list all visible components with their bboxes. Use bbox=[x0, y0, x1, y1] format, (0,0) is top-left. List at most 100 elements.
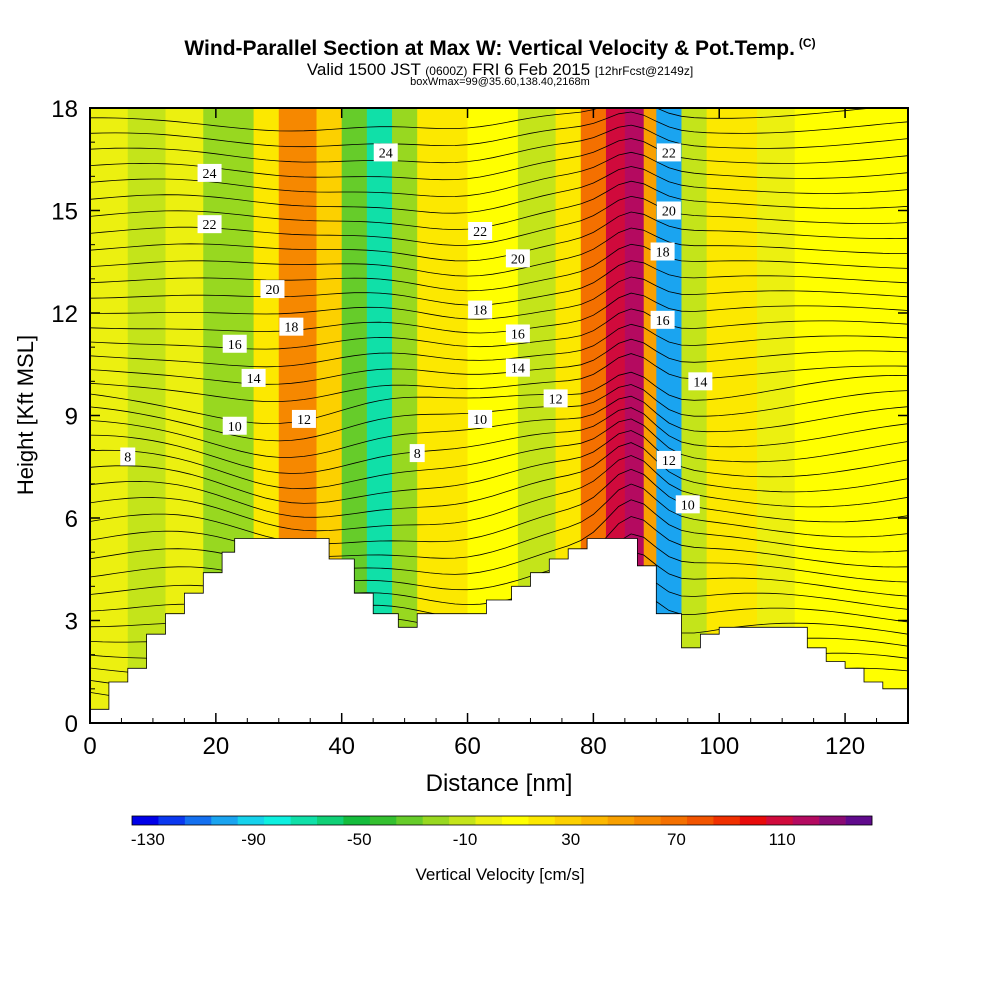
colorbar-swatch bbox=[607, 816, 635, 825]
colorbar-swatch bbox=[422, 816, 450, 825]
contour-label: 10 bbox=[222, 416, 247, 435]
theta-contour-line bbox=[90, 211, 908, 262]
theta-contour-line bbox=[90, 180, 908, 231]
colorbar-swatch bbox=[528, 816, 556, 825]
contour-label: 14 bbox=[688, 372, 713, 391]
theta-contour-line bbox=[90, 468, 908, 545]
y-tick-label: 3 bbox=[65, 609, 78, 636]
contour-label-text: 24 bbox=[379, 146, 393, 161]
valid-utc-label: (0600Z) bbox=[425, 64, 468, 78]
terrain-mask bbox=[89, 538, 909, 724]
contour-label-box bbox=[656, 201, 681, 220]
velocity-band bbox=[756, 108, 796, 723]
velocity-band bbox=[794, 108, 846, 723]
x-tick-label: 20 bbox=[202, 733, 229, 760]
colorbar-swatch bbox=[581, 816, 609, 825]
contour-label-text: 16 bbox=[228, 338, 242, 353]
colorbar-swatch bbox=[475, 816, 503, 825]
colorbar-swatch bbox=[554, 816, 582, 825]
colorbar-swatch bbox=[290, 816, 318, 825]
contour-label-text: 18 bbox=[284, 321, 298, 336]
x-axis: 0 20 40 60 80 100 120 bbox=[83, 108, 909, 760]
y-tick-label: 18 bbox=[51, 96, 78, 123]
contour-label: 14 bbox=[505, 358, 530, 377]
colorbar-swatch bbox=[369, 816, 397, 825]
contour-label: 22 bbox=[197, 215, 222, 234]
contour-label: 20 bbox=[260, 280, 285, 299]
contour-label-text: 10 bbox=[473, 413, 487, 428]
colorbar-swatch bbox=[660, 816, 688, 825]
contour-label-text: 8 bbox=[414, 447, 421, 462]
contour-label-box bbox=[222, 334, 247, 353]
colorbar-swatch bbox=[819, 816, 846, 825]
contour-label-text: 8 bbox=[124, 451, 131, 466]
colorbar: -130 -90 -50 -10 30 70 110 bbox=[131, 815, 873, 849]
contour-label-text: 20 bbox=[265, 283, 279, 298]
contour-label: 18 bbox=[468, 300, 493, 319]
contour-label: 24 bbox=[373, 143, 398, 162]
theta-contour-line bbox=[90, 166, 908, 214]
contour-label-text: 12 bbox=[549, 392, 563, 407]
colorbar-swatch bbox=[766, 816, 794, 825]
contour-label-text: 10 bbox=[681, 498, 695, 513]
theta-contour-line bbox=[90, 407, 908, 474]
contour-label-box bbox=[650, 242, 675, 261]
chart-title-text: Wind-Parallel Section at Max W: Vertical… bbox=[184, 37, 795, 60]
colorbar-swatch bbox=[502, 816, 529, 825]
contour-label-text: 16 bbox=[656, 314, 670, 329]
colorbar-swatch bbox=[184, 816, 212, 825]
contour-label-box bbox=[675, 495, 700, 514]
contour-label: 18 bbox=[279, 317, 304, 336]
y-tick-label: 15 bbox=[51, 199, 78, 226]
contour-label-box bbox=[468, 300, 493, 319]
theta-contour-line bbox=[90, 151, 908, 198]
valid-date-label: FRI 6 Feb 2015 bbox=[472, 60, 591, 79]
x-tick-label: 60 bbox=[454, 733, 481, 760]
theta-contour-line bbox=[90, 395, 908, 458]
x-tick-label: 80 bbox=[580, 733, 607, 760]
colorbar-swatch bbox=[449, 816, 476, 825]
contour-label: 16 bbox=[650, 310, 675, 329]
colorbar-swatch bbox=[237, 816, 265, 825]
contour-label-text: 22 bbox=[473, 225, 487, 240]
contour-label-box bbox=[543, 389, 568, 408]
y-tick-label: 9 bbox=[65, 404, 78, 431]
contour-label-box bbox=[260, 280, 285, 299]
colorbar-tick-label: 70 bbox=[667, 830, 686, 849]
contour-label: 8 bbox=[120, 447, 136, 466]
theta-contour-line bbox=[90, 111, 908, 148]
theta-contour-line bbox=[90, 442, 908, 518]
theta-contour-line bbox=[90, 338, 908, 385]
contour-label-text: 16 bbox=[511, 328, 525, 343]
contour-label-text: 18 bbox=[656, 246, 670, 261]
contour-label-text: 22 bbox=[662, 146, 676, 161]
contour-label: 22 bbox=[656, 143, 681, 162]
colorbar-swatch bbox=[634, 816, 661, 825]
colorbar-swatch bbox=[739, 816, 767, 825]
contour-label: 22 bbox=[468, 222, 493, 240]
contour-label-box bbox=[650, 310, 675, 329]
colorbar-frame bbox=[131, 815, 873, 826]
contour-label-box bbox=[505, 324, 530, 343]
colorbar-swatch bbox=[845, 816, 873, 825]
contour-label-text: 14 bbox=[247, 372, 261, 387]
contour-label-box bbox=[373, 143, 398, 162]
x-tick-label: 40 bbox=[328, 733, 355, 760]
colorbar-tick-label: -130 bbox=[131, 830, 165, 849]
colorbar-tick-label: 110 bbox=[769, 830, 796, 849]
y-tick-label: 12 bbox=[51, 301, 78, 328]
contour-label-text: 10 bbox=[228, 420, 242, 435]
contour-label-text: 14 bbox=[693, 375, 707, 390]
colorbar-swatch bbox=[713, 816, 741, 825]
theta-contour-line bbox=[90, 430, 908, 504]
colorbar-swatch bbox=[158, 816, 186, 825]
colorbar-label: Vertical Velocity [cm/s] bbox=[415, 865, 584, 884]
contour-label: 8 bbox=[409, 444, 425, 463]
colorbar-swatch bbox=[792, 816, 820, 825]
chart-subtitle: Valid 1500 JST (0600Z) FRI 6 Feb 2015 [1… bbox=[0, 60, 1000, 80]
x-axis-label: Distance [nm] bbox=[426, 770, 573, 797]
contour-label-box bbox=[656, 450, 681, 469]
terrain bbox=[89, 538, 909, 724]
velocity-band bbox=[681, 108, 708, 723]
